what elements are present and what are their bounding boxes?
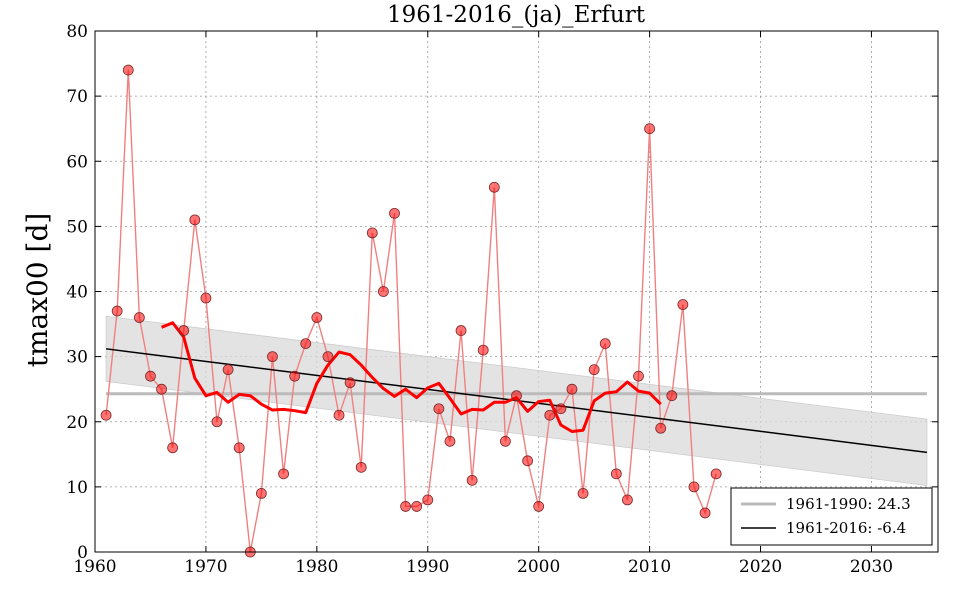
y-tick-label: 20 — [66, 413, 88, 433]
data-point — [622, 494, 633, 506]
data-point — [222, 364, 234, 376]
data-point — [366, 227, 378, 239]
data-point — [200, 292, 212, 304]
data-point — [688, 481, 700, 493]
data-point — [455, 325, 467, 336]
series-lines — [105, 70, 928, 553]
y-tick-label: 0 — [77, 543, 88, 563]
data-point — [344, 377, 356, 389]
x-tick-label: 2020 — [739, 557, 782, 577]
data-point — [500, 435, 511, 447]
data-point — [145, 370, 156, 382]
data-point — [300, 338, 312, 350]
x-tick-label: 2030 — [850, 557, 893, 577]
x-tick-label: 1980 — [295, 557, 338, 577]
legend-label-reference: 1961-1990: 24.3 — [786, 495, 911, 513]
data-point — [167, 442, 179, 454]
data-point — [189, 214, 201, 226]
y-tick-label: 70 — [66, 87, 88, 107]
data-point — [422, 494, 434, 506]
data-point — [477, 344, 489, 356]
y-tick-label: 10 — [66, 478, 88, 498]
data-point — [411, 501, 423, 512]
data-point — [488, 181, 500, 193]
data-point — [677, 299, 689, 310]
y-tick-label: 40 — [66, 283, 88, 303]
data-point — [178, 325, 190, 336]
data-point — [533, 501, 545, 512]
data-point — [400, 501, 411, 512]
data-point — [233, 442, 245, 454]
data-point — [444, 435, 456, 447]
data-point — [311, 312, 323, 323]
data-point — [322, 351, 334, 363]
data-point — [555, 403, 567, 415]
data-point — [644, 123, 656, 135]
y-tick-label: 80 — [66, 22, 88, 42]
data-point — [267, 351, 278, 363]
data-point — [133, 312, 145, 323]
data-point — [433, 403, 445, 415]
y-axis-label: tmax00 [d] — [21, 213, 54, 368]
legend-box — [730, 487, 933, 546]
plot-area: 1960 1970 1980 1990 2000 2010 2020 2030 0102030… — [66, 22, 939, 577]
data-point — [610, 468, 622, 480]
data-points — [100, 64, 722, 558]
data-point — [710, 468, 722, 480]
data-point — [389, 207, 400, 219]
data-point — [522, 455, 533, 467]
data-point — [633, 370, 644, 382]
data-point — [699, 507, 711, 519]
data-point — [122, 64, 134, 76]
annual-values-line — [105, 70, 717, 553]
moving-average-line — [160, 321, 662, 434]
data-point — [544, 409, 556, 421]
data-point — [289, 370, 301, 382]
legend: 1961-1990: 24.3 1961-2016: -6.4 — [730, 487, 933, 546]
x-tick-label: 2000 — [517, 557, 560, 577]
data-point — [577, 487, 589, 499]
data-point — [278, 468, 289, 480]
data-point — [100, 409, 112, 421]
data-point — [599, 338, 611, 350]
data-point — [588, 364, 600, 376]
y-axis-ticks: 0 10 20 30 40 50 60 70 80 — [66, 22, 938, 563]
y-tick-label: 30 — [66, 348, 88, 368]
data-point — [111, 305, 123, 317]
legend-label-trend: 1961-2016: -6.4 — [786, 519, 906, 537]
data-point — [377, 286, 389, 297]
grid — [95, 31, 938, 552]
data-point — [333, 409, 345, 421]
data-point — [255, 487, 267, 499]
data-point — [655, 422, 667, 434]
data-point — [211, 416, 223, 428]
x-tick-label: 1970 — [184, 557, 227, 577]
data-point — [511, 390, 522, 402]
data-point — [566, 383, 578, 395]
data-point — [156, 383, 167, 395]
data-point — [666, 390, 678, 402]
y-tick-label: 50 — [66, 217, 88, 237]
chart-title: 1961-2016_(ja)_Erfurt — [387, 2, 646, 28]
x-tick-label: 2010 — [628, 557, 671, 577]
data-point — [355, 461, 367, 473]
x-tick-label: 1960 — [73, 557, 116, 577]
y-tick-label: 60 — [66, 152, 88, 172]
data-point — [466, 474, 478, 486]
x-tick-label: 1990 — [406, 557, 449, 577]
x-axis-ticks: 1960 1970 1980 1990 2000 2010 2020 2030 — [73, 31, 893, 577]
